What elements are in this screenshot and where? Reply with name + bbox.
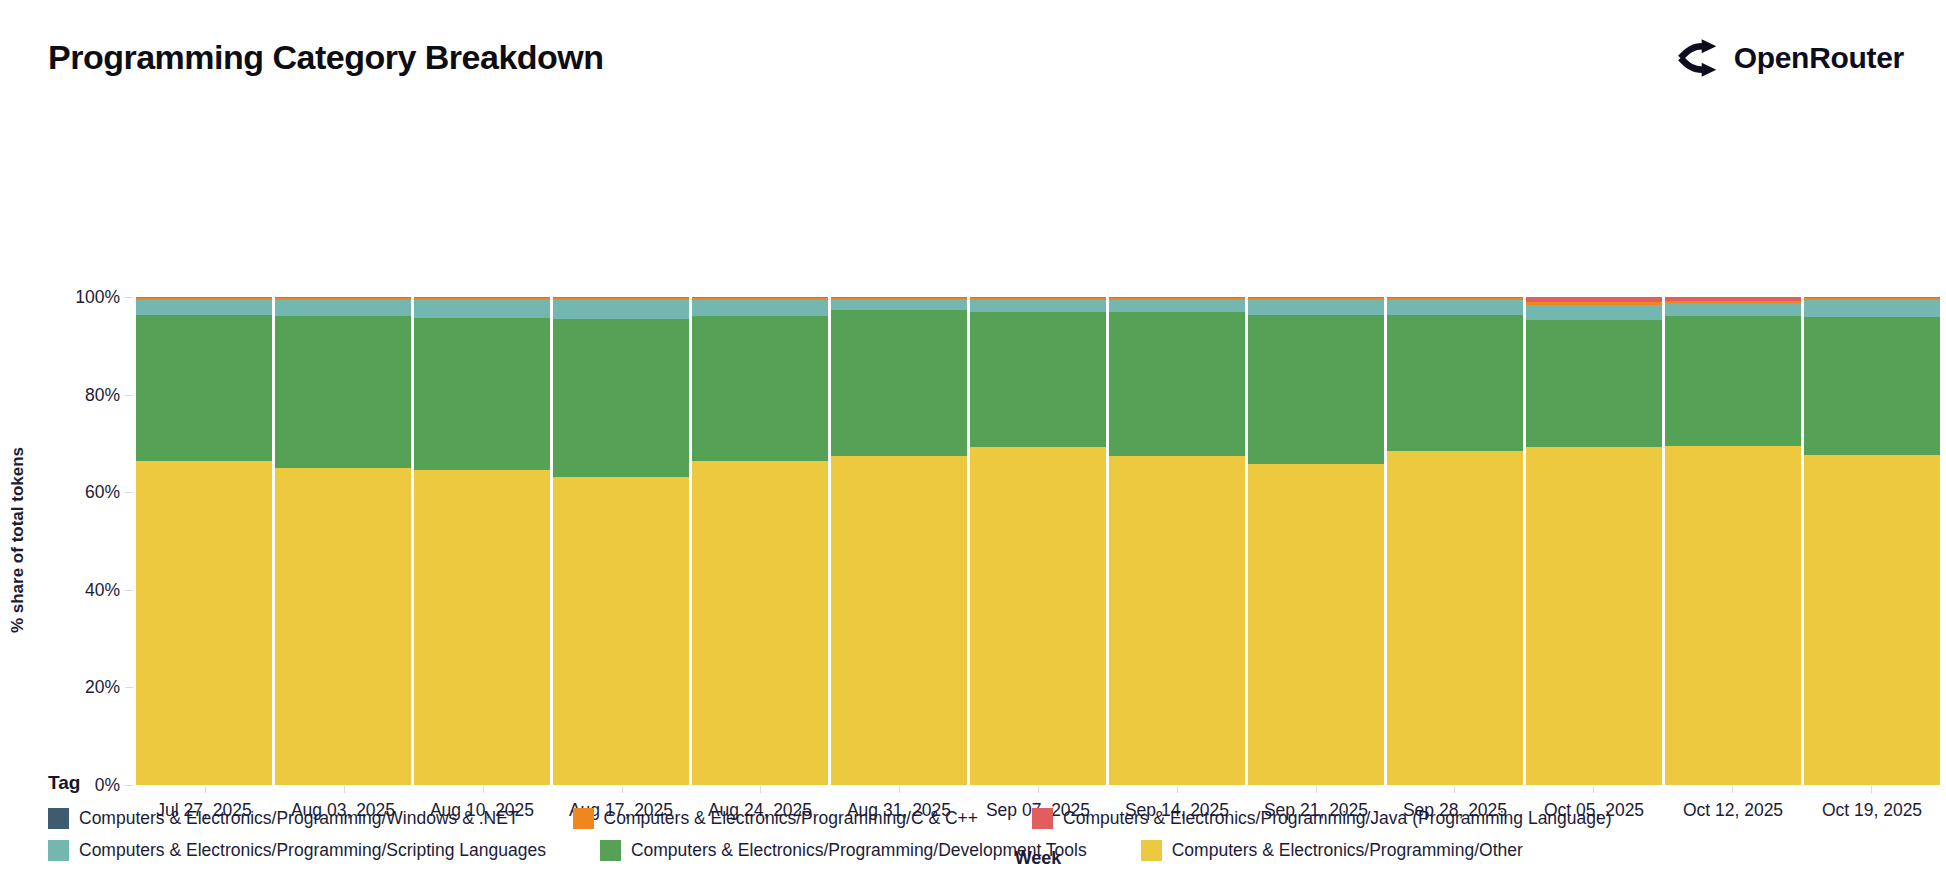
legend-item-dev_tools[interactable]: Computers & Electronics/Programming/Deve…: [600, 840, 1087, 861]
bar-segment-scripting[interactable]: [1109, 300, 1245, 312]
bar-segment-other[interactable]: [692, 461, 828, 785]
legend-item-other[interactable]: Computers & Electronics/Programming/Othe…: [1141, 840, 1523, 861]
bar-segment-scripting[interactable]: [1387, 300, 1523, 315]
legend-item-scripting[interactable]: Computers & Electronics/Programming/Scri…: [48, 840, 546, 861]
bar-segment-scripting[interactable]: [275, 300, 411, 316]
y-tick-mark: [125, 395, 133, 396]
bar-segment-dev_tools[interactable]: [1109, 312, 1245, 456]
openrouter-fork-icon: [1676, 36, 1720, 80]
page-header: Programming Category Breakdown OpenRoute…: [0, 0, 1946, 110]
y-tick-mark: [125, 297, 133, 298]
y-tick-label: 60%: [85, 482, 120, 503]
legend-label: Computers & Electronics/Programming/Wind…: [79, 808, 519, 829]
legend-swatch-windows_net: [48, 808, 69, 829]
bar-segment-other[interactable]: [136, 461, 272, 785]
bar-segment-scripting[interactable]: [414, 300, 550, 318]
bar-segment-other[interactable]: [1248, 464, 1384, 785]
y-tick-mark: [125, 687, 133, 688]
legend-item-c_cpp[interactable]: Computers & Electronics/Programming/C & …: [573, 808, 978, 829]
bar-segment-dev_tools[interactable]: [970, 312, 1106, 447]
openrouter-logo[interactable]: OpenRouter: [1676, 36, 1904, 80]
legend-swatch-java: [1032, 808, 1053, 829]
bar-segment-other[interactable]: [1387, 451, 1523, 785]
y-tick-mark: [125, 492, 133, 493]
openrouter-wordmark: OpenRouter: [1734, 41, 1904, 75]
legend-label: Computers & Electronics/Programming/Deve…: [631, 840, 1087, 861]
legend-row: Computers & Electronics/Programming/Scri…: [48, 840, 1918, 861]
bar-segment-dev_tools[interactable]: [1804, 317, 1940, 455]
stacked-bar-chart: % share of total tokens Jul 27, 2025Aug …: [0, 110, 1946, 760]
legend-swatch-scripting: [48, 840, 69, 861]
legend-title: Tag: [48, 772, 1918, 794]
bar-oct-19-2025[interactable]: [1804, 297, 1940, 785]
bar-aug-31-2025[interactable]: [831, 297, 967, 785]
bar-sep-28-2025[interactable]: [1387, 297, 1523, 785]
chart-legend: Tag Computers & Electronics/Programming/…: [48, 772, 1918, 872]
legend-row: Computers & Electronics/Programming/Wind…: [48, 808, 1918, 829]
bar-sep-14-2025[interactable]: [1109, 297, 1245, 785]
bar-segment-other[interactable]: [1804, 455, 1940, 785]
bar-segment-dev_tools[interactable]: [275, 316, 411, 468]
bar-segment-dev_tools[interactable]: [831, 310, 967, 456]
bar-segment-dev_tools[interactable]: [553, 319, 689, 477]
bar-oct-05-2025[interactable]: [1526, 297, 1662, 785]
bar-segment-other[interactable]: [970, 447, 1106, 785]
legend-label: Computers & Electronics/Programming/Java…: [1063, 808, 1612, 829]
bar-segment-scripting[interactable]: [553, 300, 689, 319]
bar-oct-12-2025[interactable]: [1665, 297, 1801, 785]
y-tick-label: 20%: [85, 677, 120, 698]
bar-segment-scripting[interactable]: [692, 300, 828, 316]
bar-segment-scripting[interactable]: [970, 300, 1106, 312]
y-tick-label: 40%: [85, 579, 120, 600]
legend-label: Computers & Electronics/Programming/C & …: [604, 808, 978, 829]
bar-segment-other[interactable]: [414, 470, 550, 785]
bar-segment-dev_tools[interactable]: [136, 315, 272, 462]
bar-segment-other[interactable]: [1665, 446, 1801, 785]
bar-segment-dev_tools[interactable]: [1665, 316, 1801, 446]
legend-swatch-c_cpp: [573, 808, 594, 829]
plot-area: [136, 297, 1940, 785]
bar-segment-other[interactable]: [1526, 447, 1662, 785]
bar-segment-dev_tools[interactable]: [414, 318, 550, 470]
bar-sep-21-2025[interactable]: [1248, 297, 1384, 785]
bar-sep-07-2025[interactable]: [970, 297, 1106, 785]
bar-segment-scripting[interactable]: [136, 300, 272, 314]
bar-aug-24-2025[interactable]: [692, 297, 828, 785]
bar-segment-other[interactable]: [553, 477, 689, 785]
bar-segment-dev_tools[interactable]: [1387, 315, 1523, 451]
bar-segment-other[interactable]: [1109, 456, 1245, 785]
bar-segment-scripting[interactable]: [1526, 305, 1662, 320]
bar-aug-03-2025[interactable]: [275, 297, 411, 785]
y-axis-title: % share of total tokens: [8, 447, 28, 633]
bar-segment-scripting[interactable]: [1248, 300, 1384, 315]
y-tick-label: 80%: [85, 384, 120, 405]
legend-label: Computers & Electronics/Programming/Scri…: [79, 840, 546, 861]
legend-swatch-other: [1141, 840, 1162, 861]
bar-segment-other[interactable]: [275, 468, 411, 785]
y-tick-mark: [125, 590, 133, 591]
legend-item-windows_net[interactable]: Computers & Electronics/Programming/Wind…: [48, 808, 519, 829]
legend-swatch-dev_tools: [600, 840, 621, 861]
bar-aug-10-2025[interactable]: [414, 297, 550, 785]
bar-segment-scripting[interactable]: [1804, 300, 1940, 317]
bar-aug-17-2025[interactable]: [553, 297, 689, 785]
bar-segment-dev_tools[interactable]: [692, 316, 828, 461]
bar-segment-scripting[interactable]: [1665, 303, 1801, 316]
page-title: Programming Category Breakdown: [48, 38, 604, 77]
bar-segment-dev_tools[interactable]: [1526, 320, 1662, 447]
bar-segment-other[interactable]: [831, 456, 967, 785]
legend-label: Computers & Electronics/Programming/Othe…: [1172, 840, 1523, 861]
y-tick-label: 100%: [75, 287, 120, 308]
bar-segment-dev_tools[interactable]: [1248, 315, 1384, 464]
bar-jul-27-2025[interactable]: [136, 297, 272, 785]
legend-item-java[interactable]: Computers & Electronics/Programming/Java…: [1032, 808, 1612, 829]
bar-segment-scripting[interactable]: [831, 300, 967, 309]
